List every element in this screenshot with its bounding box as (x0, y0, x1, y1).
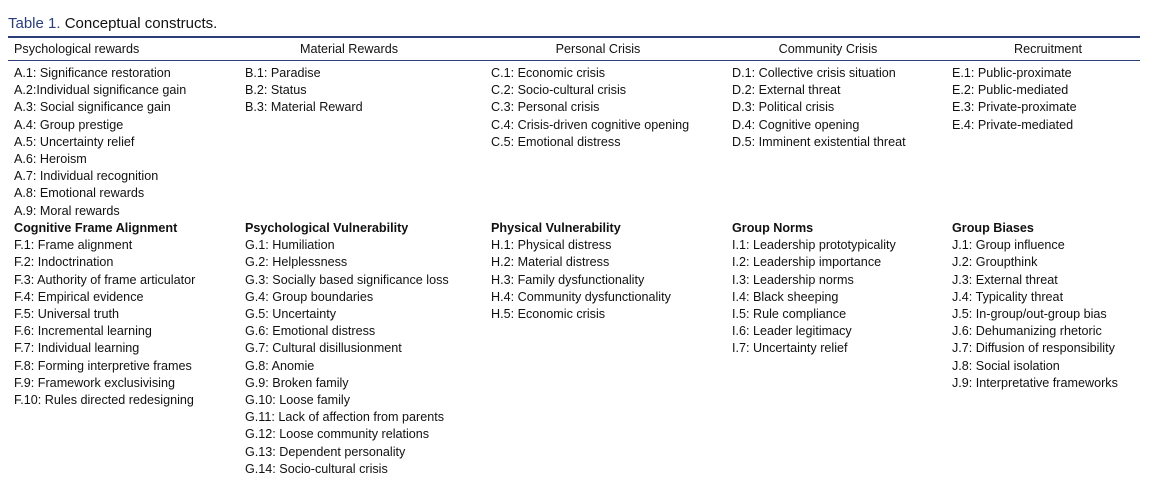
construct-item: G.11: Lack of affection from parents (245, 410, 445, 425)
construct-item: I.5: Rule compliance (732, 307, 847, 321)
top-rule (8, 36, 1140, 38)
construct-item: G.10: Loose family (245, 393, 350, 407)
construct-item: B.2: Status (245, 83, 307, 98)
table-title: Table 1. Conceptual constructs. (8, 15, 217, 32)
construct-item: C.2: Socio-cultural crisis (491, 83, 627, 98)
construct-item: F.1: Frame alignment (14, 238, 133, 253)
construct-item: J.2: Groupthink (952, 255, 1038, 270)
construct-item: E.4: Private-mediated (952, 117, 1074, 132)
construct-item: F.2: Indoctrination (14, 255, 114, 270)
construct-item: G.7: Cultural disillusionment (245, 341, 402, 356)
construct-item: G.2: Helplessness (245, 255, 348, 270)
table-caption: Conceptual constructs. (64, 15, 218, 32)
group-heading: Group Biases (952, 221, 1034, 235)
construct-item: D.3: Political crisis (732, 100, 835, 115)
construct-item: F.4: Empirical evidence (14, 289, 144, 304)
header-rule (8, 60, 1140, 61)
construct-item: G.6: Emotional distress (245, 324, 376, 339)
construct-item: A.9: Moral rewards (14, 203, 120, 218)
construct-item: I.1: Leadership prototypicality (732, 238, 896, 253)
construct-item: H.4: Community dysfunctionality (491, 289, 671, 304)
group-heading: Physical Vulnerability (491, 221, 621, 235)
construct-item: G.13: Dependent personality (245, 444, 406, 459)
construct-item: B.3: Material Reward (245, 100, 363, 115)
construct-item: A.7: Individual recognition (14, 169, 159, 184)
construct-item: B.1: Paradise (245, 66, 321, 80)
construct-item: E.1: Public-proximate (952, 66, 1072, 80)
column-header: Recruitment (1014, 42, 1082, 56)
column-header: Material Rewards (300, 42, 398, 56)
construct-item: C.5: Emotional distress (491, 134, 621, 149)
construct-item: H.2: Material distress (491, 255, 610, 270)
construct-item: I.4: Black sheeping (732, 289, 839, 304)
construct-item: J.4: Typicality threat (952, 289, 1064, 304)
construct-item: A.4: Group prestige (14, 117, 124, 132)
construct-item: J.1: Group influence (952, 238, 1065, 253)
table-label: Table 1. (8, 15, 61, 32)
construct-item: F.8: Forming interpretive frames (14, 358, 192, 373)
group-heading: Group Norms (732, 221, 814, 235)
construct-item: F.6: Incremental learning (14, 324, 152, 339)
construct-item: D.4: Cognitive opening (732, 117, 860, 132)
construct-item: J.8: Social isolation (952, 358, 1060, 373)
construct-item: G.14: Socio-cultural crisis (245, 461, 388, 476)
construct-item: J.3: External threat (952, 272, 1058, 287)
construct-item: H.1: Physical distress (491, 238, 612, 253)
construct-item: F.10: Rules directed redesigning (14, 393, 194, 407)
construct-item: E.2: Public-mediated (952, 83, 1069, 98)
construct-item: G.1: Humiliation (245, 238, 335, 253)
construct-item: D.1: Collective crisis situation (732, 66, 896, 80)
construct-item: C.1: Economic crisis (491, 66, 606, 80)
construct-item: J.7: Diffusion of responsibility (952, 341, 1115, 356)
construct-item: G.9: Broken family (245, 375, 349, 390)
construct-item: C.4: Crisis-driven cognitive opening (491, 117, 690, 132)
column-header: Psychological rewards (14, 42, 140, 56)
construct-item: H.3: Family dysfunctionality (491, 272, 645, 287)
construct-item: G.8: Anomie (245, 358, 315, 373)
construct-item: F.5: Universal truth (14, 307, 119, 321)
construct-item: D.2: External threat (732, 83, 841, 98)
construct-item: A.2:Individual significance gain (14, 83, 187, 98)
construct-item: H.5: Economic crisis (491, 307, 606, 321)
construct-item: G.4: Group boundaries (245, 289, 374, 304)
construct-item: I.6: Leader legitimacy (732, 324, 852, 339)
column-header: Personal Crisis (555, 42, 641, 56)
column-header: Community Crisis (778, 42, 878, 56)
construct-item: A.6: Heroism (14, 152, 87, 166)
construct-item: J.9: Interpretative frameworks (952, 375, 1118, 390)
construct-item: D.5: Imminent existential threat (732, 134, 906, 149)
group-heading: Cognitive Frame Alignment (14, 221, 178, 235)
construct-item: G.3: Socially based significance loss (245, 272, 449, 287)
construct-item: C.3: Personal crisis (491, 100, 600, 115)
construct-item: J.6: Dehumanizing rhetoric (952, 324, 1102, 339)
construct-item: I.7: Uncertainty relief (732, 341, 848, 356)
construct-item: A.3: Social significance gain (14, 100, 171, 115)
construct-item: A.5: Uncertainty relief (14, 134, 135, 149)
construct-item: A.1: Significance restoration (14, 66, 171, 80)
construct-item: I.3: Leadership norms (732, 272, 854, 287)
group-heading: Psychological Vulnerability (245, 221, 409, 235)
construct-item: F.3: Authority of frame articulator (14, 272, 196, 287)
construct-item: F.9: Framework exclusivising (14, 375, 175, 390)
construct-item: A.8: Emotional rewards (14, 186, 145, 201)
construct-item: J.5: In-group/out-group bias (952, 307, 1107, 321)
construct-item: F.7: Individual learning (14, 341, 140, 356)
construct-item: G.12: Loose community relations (245, 427, 430, 442)
construct-item: E.3: Private-proximate (952, 100, 1077, 115)
construct-item: I.2: Leadership importance (732, 255, 882, 270)
construct-item: G.5: Uncertainty (245, 307, 336, 321)
